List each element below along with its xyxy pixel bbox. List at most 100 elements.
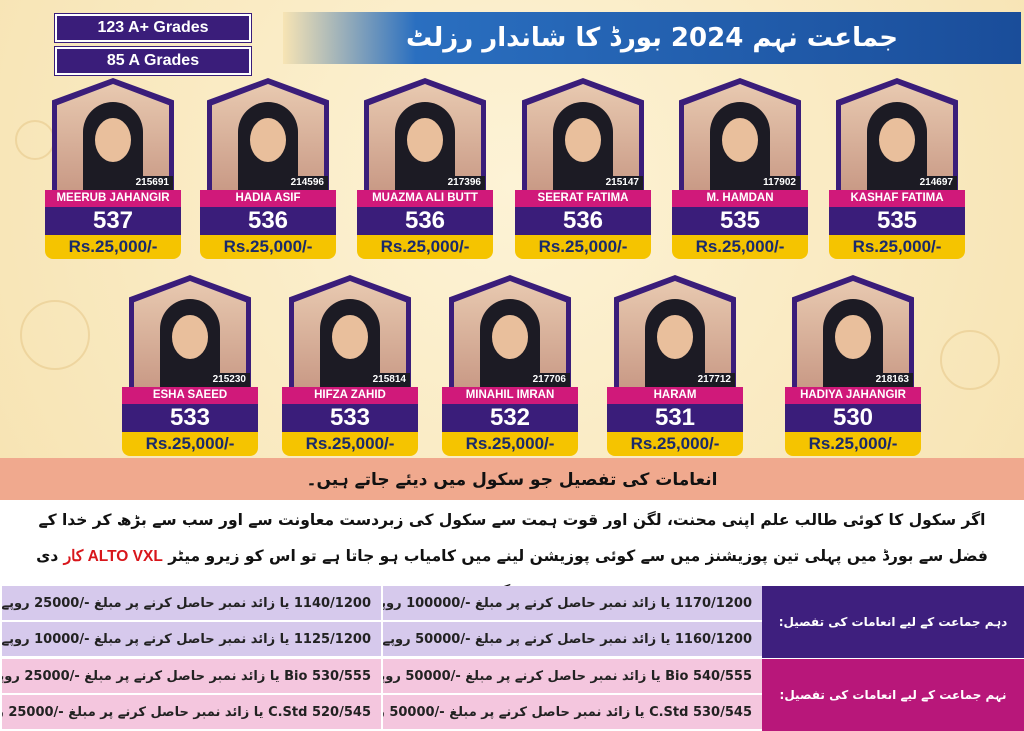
photo <box>797 281 909 387</box>
student-card: 215147 SEERAT FATIMA 536 Rs.25,000/- <box>515 78 651 260</box>
title-bar: جماعت نہم 2024 بورڈ کا شاندار رزلٹ <box>283 12 1021 64</box>
photo-face <box>332 315 368 359</box>
photo-face <box>95 118 131 162</box>
photo-frame <box>129 275 251 387</box>
photo <box>841 84 953 190</box>
title: جماعت نہم 2024 بورڈ کا شاندار رزلٹ <box>406 23 899 53</box>
photo <box>134 281 246 387</box>
roll-number: 217396 <box>443 176 485 190</box>
prize-cell: 540/555 Bio یا زائد نمبر حاصل کرنے پر مب… <box>381 659 762 695</box>
student-name: SEERAT FATIMA <box>515 190 651 207</box>
paragraph-text: اگر سکول کا کوئی طالب علم اپنی محنت، لگن… <box>38 511 988 565</box>
photo <box>57 84 169 190</box>
photo <box>527 84 639 190</box>
roll-number: 218163 <box>871 373 913 387</box>
photo <box>369 84 481 190</box>
student-marks: 535 <box>829 207 965 235</box>
photo-frame <box>792 275 914 387</box>
student-marks: 535 <box>672 207 808 235</box>
student-marks: 536 <box>200 207 336 235</box>
photo-frame <box>522 78 644 190</box>
prize-cell: 530/545 C.Std یا زائد نمبر حاصل کرنے پر … <box>381 695 762 731</box>
photo-face <box>565 118 601 162</box>
student-name: HADIYA JAHANGIR <box>785 387 921 404</box>
roll-number: 217706 <box>528 373 570 387</box>
student-name: MEERUB JAHANGIR <box>45 190 181 207</box>
photo-frame <box>614 275 736 387</box>
photo-face <box>492 315 528 359</box>
student-prize: Rs.25,000/- <box>200 235 336 259</box>
student-prize: Rs.25,000/- <box>672 235 808 259</box>
photo-face <box>657 315 693 359</box>
photo-frame <box>449 275 571 387</box>
student-card: 217712 HARAM 531 Rs.25,000/- <box>607 275 743 457</box>
student-name: MUAZMA ALI BUTT <box>357 190 493 207</box>
grade-badge: 123 A+ Grades <box>54 13 252 43</box>
student-name: KASHAF FATIMA <box>829 190 965 207</box>
student-prize: Rs.25,000/- <box>515 235 651 259</box>
photo-frame <box>207 78 329 190</box>
student-card: 217706 MINAHIL IMRAN 532 Rs.25,000/- <box>442 275 578 457</box>
student-prize: Rs.25,000/- <box>607 432 743 456</box>
photo-frame <box>289 275 411 387</box>
photo-frame <box>679 78 801 190</box>
student-name: MINAHIL IMRAN <box>442 387 578 404</box>
table-group-label: دہم جماعت کے لیے انعامات کی تفصیل: <box>762 586 1024 658</box>
doodle <box>20 300 90 370</box>
paragraph-highlight: ALTO VXL کار <box>63 548 163 565</box>
prize-cell: 1170/1200 یا زائد نمبر حاصل کرنے پر مبلغ… <box>381 586 762 622</box>
student-card: 214697 KASHAF FATIMA 535 Rs.25,000/- <box>829 78 965 260</box>
student-card: 217396 MUAZMA ALI BUTT 536 Rs.25,000/- <box>357 78 493 260</box>
photo-frame <box>836 78 958 190</box>
roll-number: 217712 <box>693 373 735 387</box>
student-marks: 530 <box>785 404 921 432</box>
prize-cell: 530/555 Bio یا زائد نمبر حاصل کرنے پر مب… <box>0 659 381 695</box>
photo-face <box>250 118 286 162</box>
prize-cell: 520/545 C.Std یا زائد نمبر حاصل کرنے پر … <box>0 695 381 731</box>
student-card: 117902 M. HAMDAN 535 Rs.25,000/- <box>672 78 808 260</box>
student-marks: 533 <box>282 404 418 432</box>
roll-number: 214596 <box>286 176 328 190</box>
photo <box>294 281 406 387</box>
roll-number: 215691 <box>131 176 173 190</box>
photo-face <box>407 118 443 162</box>
student-prize: Rs.25,000/- <box>357 235 493 259</box>
paragraph: اگر سکول کا کوئی طالب علم اپنی محنت، لگن… <box>30 502 994 602</box>
photo-face <box>722 118 758 162</box>
student-prize: Rs.25,000/- <box>442 432 578 456</box>
doodle <box>940 330 1000 390</box>
photo <box>212 84 324 190</box>
student-marks: 536 <box>357 207 493 235</box>
student-name: HIFZA ZAHID <box>282 387 418 404</box>
student-name: M. HAMDAN <box>672 190 808 207</box>
student-marks: 536 <box>515 207 651 235</box>
student-prize: Rs.25,000/- <box>282 432 418 456</box>
roll-number: 215814 <box>368 373 410 387</box>
grade-badge: 85 A Grades <box>54 46 252 76</box>
roll-number: 215147 <box>601 176 643 190</box>
roll-number: 214697 <box>915 176 957 190</box>
student-prize: Rs.25,000/- <box>45 235 181 259</box>
student-name: HADIA ASIF <box>200 190 336 207</box>
student-marks: 531 <box>607 404 743 432</box>
photo-face <box>835 315 871 359</box>
table-group-label: نہم جماعت کے لیے انعامات کی تفصیل: <box>762 659 1024 731</box>
photo <box>684 84 796 190</box>
student-prize: Rs.25,000/- <box>122 432 258 456</box>
photo <box>454 281 566 387</box>
heading-band: انعامات کی تفصیل جو سکول میں دیئے جاتے ہ… <box>0 458 1024 500</box>
student-prize: Rs.25,000/- <box>785 432 921 456</box>
student-marks: 532 <box>442 404 578 432</box>
prize-cell: 1140/1200 یا زائد نمبر حاصل کرنے پر مبلغ… <box>0 586 381 622</box>
roll-number: 215230 <box>208 373 250 387</box>
heading: انعامات کی تفصیل جو سکول میں دیئے جاتے ہ… <box>306 469 718 490</box>
prize-cell: 1160/1200 یا زائد نمبر حاصل کرنے پر مبلغ… <box>381 622 762 658</box>
student-card: 215691 MEERUB JAHANGIR 537 Rs.25,000/- <box>45 78 181 260</box>
student-name: HARAM <box>607 387 743 404</box>
student-marks: 533 <box>122 404 258 432</box>
prize-cell: 1125/1200 یا زائد نمبر حاصل کرنے پر مبلغ… <box>0 622 381 658</box>
student-card: 215814 HIFZA ZAHID 533 Rs.25,000/- <box>282 275 418 457</box>
student-prize: Rs.25,000/- <box>829 235 965 259</box>
